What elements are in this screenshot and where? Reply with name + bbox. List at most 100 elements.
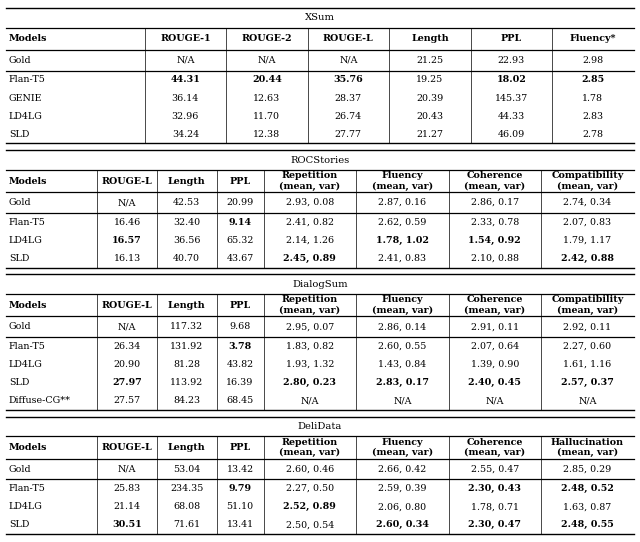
Text: Coherence
(mean, var): Coherence (mean, var): [464, 295, 525, 315]
Text: 2.57, 0.37: 2.57, 0.37: [561, 378, 614, 387]
Text: 35.76: 35.76: [333, 75, 364, 85]
Text: 2.86, 0.17: 2.86, 0.17: [471, 198, 519, 207]
Text: 2.41, 0.82: 2.41, 0.82: [286, 218, 334, 227]
Text: 11.70: 11.70: [253, 112, 280, 121]
Text: 20.90: 20.90: [113, 360, 141, 369]
Text: GENIE: GENIE: [9, 94, 42, 102]
Text: N/A: N/A: [257, 56, 276, 65]
Text: 42.53: 42.53: [173, 198, 200, 207]
Text: PPL: PPL: [229, 443, 251, 452]
Text: N/A: N/A: [393, 396, 412, 405]
Text: N/A: N/A: [486, 396, 504, 405]
Text: 16.39: 16.39: [227, 378, 253, 387]
Text: Models: Models: [9, 177, 47, 185]
Text: 28.37: 28.37: [335, 94, 362, 102]
Text: 19.25: 19.25: [416, 75, 444, 85]
Text: 84.23: 84.23: [173, 396, 200, 405]
Text: 2.30, 0.47: 2.30, 0.47: [468, 520, 522, 530]
Text: Length: Length: [168, 301, 205, 309]
Text: 2.87, 0.16: 2.87, 0.16: [378, 198, 426, 207]
Text: 27.57: 27.57: [113, 396, 141, 405]
Text: 34.24: 34.24: [172, 130, 199, 139]
Text: 2.74, 0.34: 2.74, 0.34: [563, 198, 611, 207]
Text: 51.10: 51.10: [227, 502, 253, 511]
Text: 40.70: 40.70: [173, 254, 200, 263]
Text: 81.28: 81.28: [173, 360, 200, 369]
Text: Flan-T5: Flan-T5: [9, 75, 46, 85]
Text: Fluency
(mean, var): Fluency (mean, var): [372, 171, 433, 191]
Text: SLD: SLD: [9, 130, 29, 139]
Text: N/A: N/A: [118, 322, 136, 331]
Text: PPL: PPL: [229, 177, 251, 185]
Text: N/A: N/A: [578, 396, 596, 405]
Text: 2.60, 0.34: 2.60, 0.34: [376, 520, 429, 530]
Text: Compatibility
(mean, var): Compatibility (mean, var): [551, 295, 623, 315]
Text: ROUGE-2: ROUGE-2: [241, 34, 292, 43]
Text: PPL: PPL: [500, 34, 522, 43]
Text: Hallucination
(mean, var): Hallucination (mean, var): [551, 437, 624, 457]
Text: 1.54, 0.92: 1.54, 0.92: [468, 236, 521, 245]
Text: Flan-T5: Flan-T5: [9, 342, 46, 351]
Text: Models: Models: [9, 34, 47, 43]
Text: 16.13: 16.13: [113, 254, 141, 263]
Text: 32.96: 32.96: [172, 112, 199, 121]
Text: 2.42, 0.88: 2.42, 0.88: [561, 254, 614, 263]
Text: ROUGE-L: ROUGE-L: [102, 443, 152, 452]
Text: Gold: Gold: [9, 198, 31, 207]
Text: 2.45, 0.89: 2.45, 0.89: [284, 254, 336, 263]
Text: 2.33, 0.78: 2.33, 0.78: [470, 218, 519, 227]
Text: 18.02: 18.02: [497, 75, 526, 85]
Text: 9.14: 9.14: [228, 218, 252, 227]
Text: 22.93: 22.93: [498, 56, 525, 65]
Text: 16.57: 16.57: [112, 236, 142, 245]
Text: 30.51: 30.51: [112, 520, 142, 530]
Text: 21.25: 21.25: [416, 56, 444, 65]
Text: 1.79, 1.17: 1.79, 1.17: [563, 236, 611, 245]
Text: N/A: N/A: [118, 464, 136, 474]
Text: 20.44: 20.44: [252, 75, 282, 85]
Text: 2.85, 0.29: 2.85, 0.29: [563, 464, 611, 474]
Text: 2.86, 0.14: 2.86, 0.14: [378, 322, 426, 331]
Text: 2.48, 0.55: 2.48, 0.55: [561, 520, 614, 530]
Text: 2.07, 0.83: 2.07, 0.83: [563, 218, 611, 227]
Text: 53.04: 53.04: [173, 464, 200, 474]
Text: 20.43: 20.43: [416, 112, 444, 121]
Text: Fluency
(mean, var): Fluency (mean, var): [372, 295, 433, 315]
Text: 43.67: 43.67: [227, 254, 253, 263]
Text: 26.74: 26.74: [335, 112, 362, 121]
Text: 2.50, 0.54: 2.50, 0.54: [285, 520, 334, 530]
Text: 1.39, 0.90: 1.39, 0.90: [470, 360, 519, 369]
Text: Gold: Gold: [9, 56, 31, 65]
Text: 2.59, 0.39: 2.59, 0.39: [378, 484, 427, 493]
Text: 21.27: 21.27: [417, 130, 444, 139]
Text: Gold: Gold: [9, 322, 31, 331]
Text: DeliData: DeliData: [298, 422, 342, 431]
Text: 9.79: 9.79: [228, 484, 252, 493]
Text: 3.78: 3.78: [228, 342, 252, 351]
Text: 12.63: 12.63: [253, 94, 280, 102]
Text: 2.91, 0.11: 2.91, 0.11: [471, 322, 519, 331]
Text: XSum: XSum: [305, 14, 335, 22]
Text: 2.85: 2.85: [581, 75, 604, 85]
Text: Fluency*: Fluency*: [570, 34, 616, 43]
Text: Length: Length: [411, 34, 449, 43]
Text: 2.07, 0.64: 2.07, 0.64: [471, 342, 519, 351]
Text: N/A: N/A: [339, 56, 358, 65]
Text: 2.80, 0.23: 2.80, 0.23: [284, 378, 336, 387]
Text: 20.99: 20.99: [227, 198, 253, 207]
Text: Coherence
(mean, var): Coherence (mean, var): [464, 437, 525, 457]
Text: 1.83, 0.82: 1.83, 0.82: [285, 342, 334, 351]
Text: 27.77: 27.77: [335, 130, 362, 139]
Text: Coherence
(mean, var): Coherence (mean, var): [464, 171, 525, 191]
Text: N/A: N/A: [118, 198, 136, 207]
Text: 2.52, 0.89: 2.52, 0.89: [284, 502, 336, 511]
Text: Models: Models: [9, 443, 47, 452]
Text: 44.31: 44.31: [170, 75, 200, 85]
Text: Gold: Gold: [9, 464, 31, 474]
Text: 65.32: 65.32: [227, 236, 253, 245]
Text: 2.60, 0.55: 2.60, 0.55: [378, 342, 426, 351]
Text: Length: Length: [168, 443, 205, 452]
Text: 1.78, 0.71: 1.78, 0.71: [471, 502, 519, 511]
Text: 2.83: 2.83: [582, 112, 604, 121]
Text: 20.39: 20.39: [416, 94, 444, 102]
